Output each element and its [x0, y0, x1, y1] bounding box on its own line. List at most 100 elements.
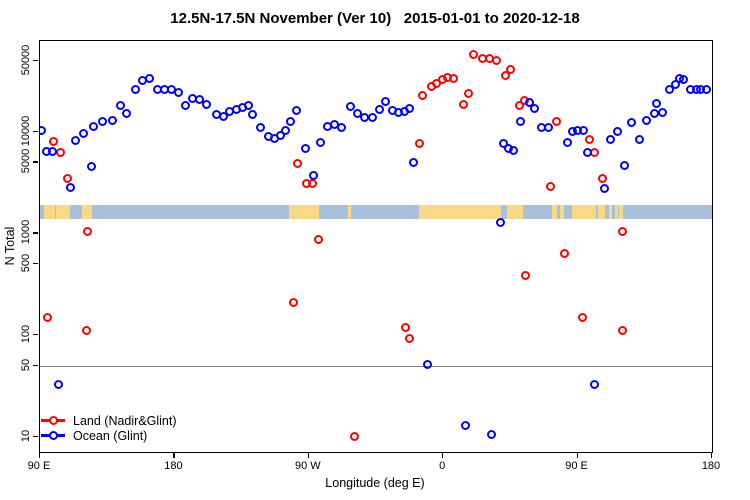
x-tick-label: 180	[701, 460, 721, 472]
y-tick-label: 50000	[20, 44, 32, 75]
land-segment	[571, 205, 596, 219]
legend-label: Ocean (Glint)	[73, 428, 148, 443]
land-point	[597, 173, 607, 183]
ocean-point	[405, 103, 415, 113]
ocean-point	[108, 115, 118, 125]
land-segment	[619, 205, 624, 219]
ocean-point	[218, 112, 228, 122]
ocean-point	[460, 420, 470, 430]
land-point	[546, 181, 556, 191]
legend-symbol	[41, 431, 65, 440]
legend-item-land: Land (Nadir&Glint)	[41, 413, 177, 428]
legend-symbol	[41, 416, 65, 425]
land-point	[49, 137, 59, 147]
ocean-point	[40, 125, 46, 135]
x-tick-label: 180	[164, 460, 183, 472]
legend-open-circle-icon	[48, 416, 58, 425]
land-point	[293, 158, 303, 168]
land-point	[308, 178, 318, 188]
land-point	[468, 49, 478, 59]
ocean-point	[516, 117, 526, 127]
x-tick	[576, 453, 578, 458]
y-tick	[33, 232, 38, 234]
ocean-point	[86, 161, 96, 171]
land-point	[578, 312, 588, 322]
land-point	[459, 99, 469, 109]
x-tick	[442, 453, 444, 458]
x-tick-label: 90 E	[565, 460, 588, 472]
ocean-point	[664, 84, 674, 94]
x-tick-label: 90 W	[294, 460, 321, 472]
land-point	[349, 432, 359, 442]
ocean-point	[70, 136, 80, 145]
land-segment	[608, 205, 612, 219]
ocean-point	[88, 122, 98, 132]
ocean-point	[98, 117, 108, 127]
y-tick	[33, 263, 38, 265]
ocean-point	[496, 217, 506, 227]
ocean-point	[285, 116, 295, 126]
land-segment	[614, 205, 618, 219]
ocean-point	[47, 147, 57, 157]
y-tick	[33, 59, 38, 61]
ocean-point	[652, 99, 662, 109]
land-point	[449, 74, 459, 84]
y-tick	[33, 161, 38, 163]
land-segment	[506, 205, 524, 219]
x-tick	[307, 453, 310, 458]
ocean-point	[627, 117, 637, 127]
ocean-point	[315, 137, 325, 147]
land-point	[559, 249, 569, 259]
legend-open-circle-icon	[48, 431, 58, 440]
x-axis-title: Longitude (deg E)	[325, 476, 425, 490]
y-tick-label: 500	[20, 253, 32, 273]
land-point	[506, 64, 516, 74]
ocean-point	[247, 109, 257, 119]
ocean-point	[243, 100, 253, 110]
ocean-point	[281, 125, 291, 135]
y-tick	[33, 130, 38, 133]
land-point	[617, 325, 627, 335]
land-segment	[597, 205, 606, 219]
ocean-point	[173, 88, 183, 98]
x-tick-label: 90 E	[27, 460, 51, 472]
ocean-point	[130, 84, 140, 94]
legend-item-ocean: Ocean (Glint)	[41, 428, 177, 443]
land-point	[414, 139, 424, 149]
chart-title: 12.5N-17.5N November (Ver 10) 2015-01-01…	[170, 10, 580, 27]
land-point	[418, 90, 428, 100]
ocean-point	[195, 95, 205, 105]
land-segment	[552, 205, 557, 219]
x-tick	[173, 453, 175, 458]
ocean-point	[509, 146, 519, 156]
ocean-point	[145, 74, 155, 84]
land-segment	[418, 205, 501, 219]
ocean-point	[543, 123, 553, 133]
ocean-point	[582, 147, 592, 157]
ocean-point	[619, 160, 629, 170]
legend: Land (Nadir&Glint) Ocean (Glint)	[41, 413, 177, 443]
land-segment	[348, 205, 352, 219]
land-point	[618, 226, 628, 236]
land-segment	[559, 205, 565, 219]
ocean-point	[381, 97, 391, 107]
land-segment	[81, 205, 93, 219]
ocean-point	[499, 139, 509, 149]
land-point	[404, 334, 414, 344]
ocean-point	[529, 103, 539, 113]
y-tick	[33, 334, 38, 336]
ocean-point	[201, 99, 211, 109]
x-tick-label: 0	[439, 460, 446, 472]
ocean-point	[337, 123, 347, 133]
legend-label: Land (Nadir&Glint)	[73, 413, 177, 428]
ocean-point	[423, 360, 433, 370]
land-point	[585, 134, 595, 144]
land-point	[83, 226, 93, 236]
plot-area	[39, 40, 713, 453]
ocean-point	[346, 102, 356, 112]
ocean-point	[78, 128, 88, 138]
land-point	[500, 70, 510, 80]
ocean-point	[649, 108, 659, 118]
land-segment	[56, 205, 70, 219]
land-point	[289, 297, 299, 307]
